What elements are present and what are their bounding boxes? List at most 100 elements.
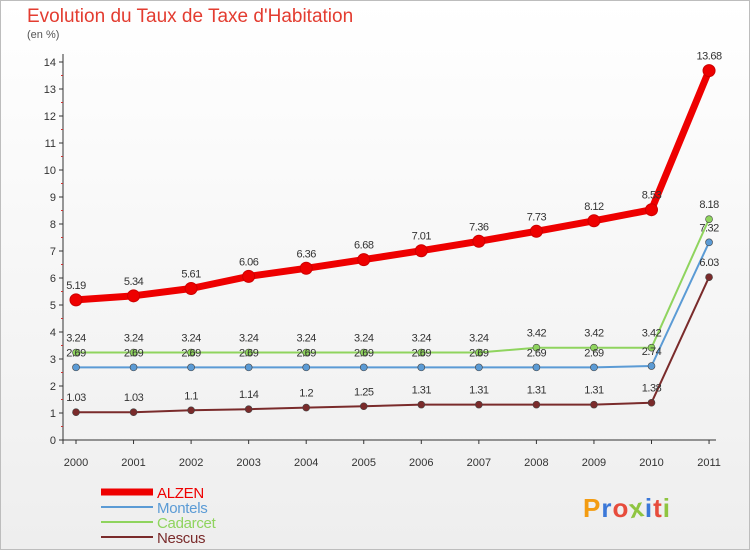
data-label: 7.36 xyxy=(469,221,489,233)
data-point xyxy=(590,400,598,409)
data-point xyxy=(705,238,713,247)
data-point xyxy=(647,362,656,370)
series-line-cadarcet xyxy=(75,218,710,354)
y-tick-label: 4 xyxy=(50,327,56,339)
data-point xyxy=(72,408,80,416)
data-point xyxy=(302,363,311,372)
data-label: 2.69 xyxy=(527,347,547,359)
y-tick-label: 13 xyxy=(44,84,56,96)
x-tick-label: 2010 xyxy=(639,457,663,469)
y-tick-label: 7 xyxy=(50,246,56,258)
data-point xyxy=(647,343,656,352)
data-label: 6.68 xyxy=(354,240,374,252)
data-label: 2.69 xyxy=(66,347,86,359)
data-point xyxy=(475,363,483,372)
x-tick-label: 2003 xyxy=(236,457,260,469)
data-point xyxy=(129,408,138,416)
data-label: 1.31 xyxy=(527,385,547,397)
y-tick-label: 2 xyxy=(50,381,56,393)
data-label: 6.06 xyxy=(239,256,259,268)
data-point xyxy=(414,244,428,258)
series-line-alzen xyxy=(72,67,713,304)
x-tick-label: 2000 xyxy=(64,457,88,469)
data-label: 3.42 xyxy=(642,328,662,340)
y-tick-label: 14 xyxy=(44,57,56,69)
data-point xyxy=(72,363,80,372)
data-label: 3.24 xyxy=(469,333,489,345)
x-tick-label: 2011 xyxy=(697,457,721,469)
legend-label-cadarcet: Cadarcet xyxy=(157,515,217,532)
data-label: 1.31 xyxy=(584,385,604,397)
data-label: 3.42 xyxy=(527,328,547,340)
y-tick-label: 3 xyxy=(50,354,56,366)
data-point xyxy=(69,293,83,307)
y-tick-label: 12 xyxy=(44,111,56,123)
data-label: 2.69 xyxy=(412,347,432,359)
data-label: 7.73 xyxy=(527,211,547,223)
x-tick-label: 2001 xyxy=(121,457,145,469)
data-label: 7.32 xyxy=(699,222,719,234)
data-label: 2.69 xyxy=(469,347,489,359)
data-point xyxy=(472,234,486,248)
y-tick-label: 11 xyxy=(45,138,56,150)
series-line-montels xyxy=(75,241,710,369)
data-point xyxy=(417,348,426,357)
data-label: 7.01 xyxy=(412,231,432,243)
data-point xyxy=(242,269,256,283)
x-tick-label: 2004 xyxy=(294,457,318,469)
data-label: 1.2 xyxy=(299,388,313,400)
data-label: 13.68 xyxy=(697,51,722,63)
data-label: 5.19 xyxy=(66,280,86,292)
x-tick-label: 2006 xyxy=(409,457,433,469)
data-label: 1.03 xyxy=(124,392,144,404)
legend-label-montels: Montels xyxy=(157,500,207,517)
data-label: 6.03 xyxy=(699,257,719,269)
data-label: 3.24 xyxy=(296,333,316,345)
data-point xyxy=(645,203,658,217)
data-point xyxy=(705,215,713,223)
data-point xyxy=(647,398,656,407)
data-point xyxy=(299,261,313,275)
data-label: 8.18 xyxy=(699,199,719,211)
data-label: 2.69 xyxy=(354,347,374,359)
y-tick-label: 8 xyxy=(50,219,56,231)
proxiti-logo: Proxiti xyxy=(583,491,671,525)
data-point xyxy=(187,363,195,372)
data-label: 2.69 xyxy=(239,347,259,359)
x-tick-label: 2007 xyxy=(467,457,491,469)
data-point xyxy=(359,348,368,357)
data-label: 1.1 xyxy=(184,390,198,402)
data-point xyxy=(244,348,253,357)
data-label: 3.24 xyxy=(354,333,374,345)
data-point xyxy=(187,406,195,415)
x-tick-label: 2002 xyxy=(179,457,203,469)
data-label: 3.42 xyxy=(584,328,604,340)
y-tick-label: 5 xyxy=(50,300,56,312)
data-point xyxy=(359,402,368,411)
data-point xyxy=(127,289,141,303)
data-label: 2.74 xyxy=(642,346,662,358)
chart-title: Evolution du Taux de Taxe d'Habitation xyxy=(27,6,354,27)
data-label: 2.69 xyxy=(296,347,316,359)
data-point xyxy=(587,214,601,228)
data-point xyxy=(302,403,311,412)
data-point xyxy=(357,253,371,267)
legend-label-alzen: ALZEN xyxy=(157,485,204,502)
data-point xyxy=(359,363,368,372)
data-point xyxy=(72,348,80,357)
data-label: 3.24 xyxy=(412,333,432,345)
data-label: 2.69 xyxy=(584,347,604,359)
data-label: 5.34 xyxy=(124,276,144,288)
y-tick-label: 6 xyxy=(50,273,56,285)
data-label: 8.53 xyxy=(642,190,662,202)
y-tick-label: 9 xyxy=(50,192,56,204)
data-point xyxy=(417,400,426,409)
data-label: 5.61 xyxy=(181,269,201,281)
series-line-nescus xyxy=(75,276,710,414)
data-label: 1.03 xyxy=(66,392,86,404)
data-label: 3.24 xyxy=(181,333,201,345)
data-label: 1.25 xyxy=(354,386,374,398)
y-tick-label: 0 xyxy=(50,435,56,447)
